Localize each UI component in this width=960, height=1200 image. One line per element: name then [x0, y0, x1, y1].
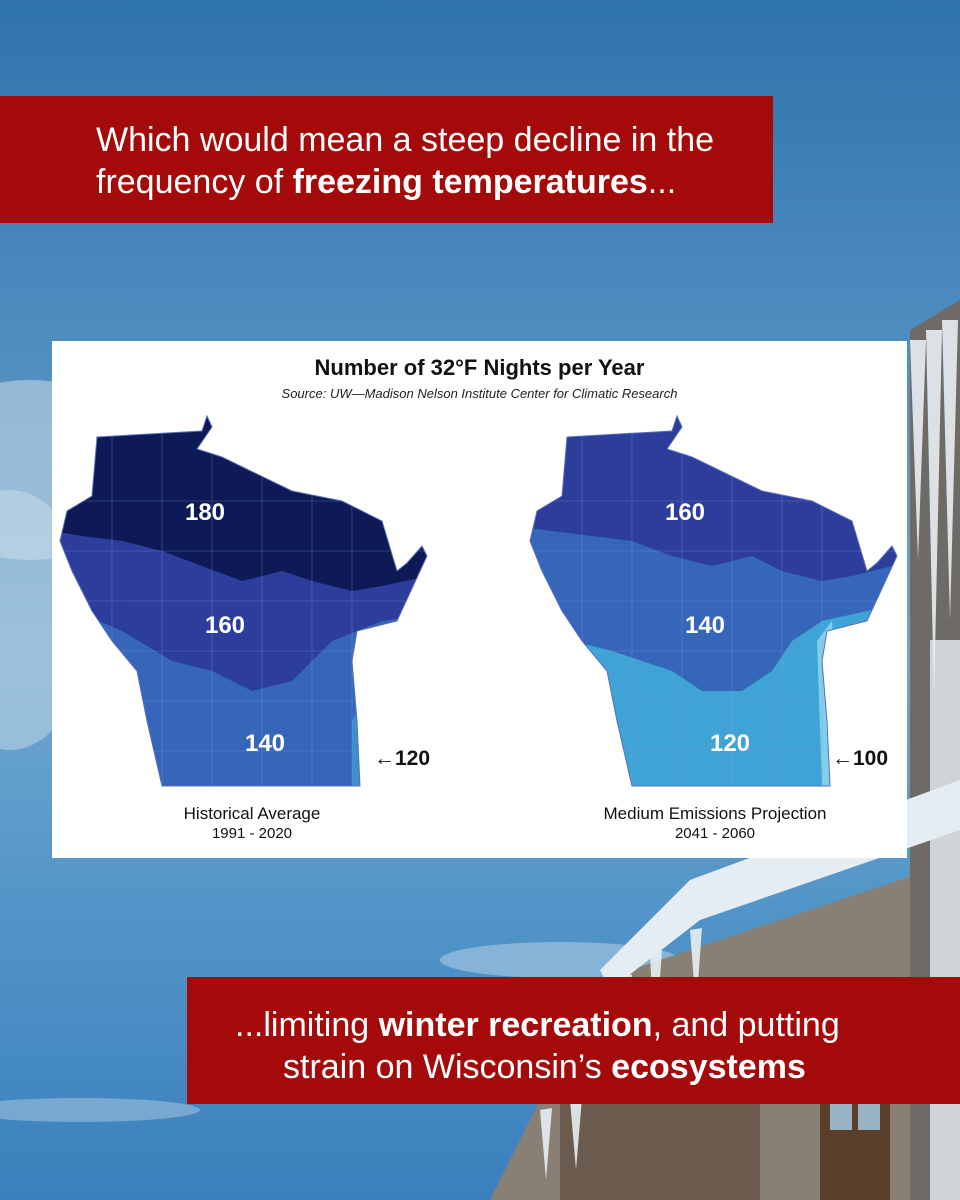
bottom-banner-text: ...limiting — [235, 1006, 379, 1044]
bottom-banner-bold: ecosystems — [611, 1048, 806, 1086]
zone-label-180-historical: 180 — [185, 499, 225, 526]
chart-source: Source: UW—Madison Nelson Institute Cent… — [281, 386, 678, 401]
zone-label-160-projection: 160 — [665, 499, 705, 526]
top-banner-ellipsis: ... — [647, 163, 677, 201]
top-banner-line2: frequency of freezing temperatures... — [96, 161, 773, 203]
arrow-label-historical: ←120 — [374, 747, 430, 770]
zone-label-140-projection: 140 — [685, 612, 725, 639]
caption-projection-title: Medium Emissions Projection — [603, 804, 827, 823]
bottom-banner-text: strain on Wisconsin’s — [283, 1048, 612, 1086]
map-card: 180 160 140 160 140 120 ←120 ←100 Number… — [52, 341, 907, 858]
chart-title: Number of 32°F Nights per Year — [314, 355, 645, 380]
zone-label-160-historical: 160 — [205, 612, 245, 639]
county-grid — [60, 416, 427, 786]
caption-projection: Medium Emissions Projection 2041 - 2060 — [562, 804, 868, 844]
cloud — [0, 1098, 200, 1122]
bottom-banner-line2: strain on Wisconsin’s ecosystems — [235, 1046, 960, 1088]
caption-historical-title: Historical Average — [183, 804, 321, 823]
bottom-banner-line1: ...limiting winter recreation, and putti… — [235, 1004, 960, 1046]
zone-label-140-historical: 140 — [245, 730, 285, 757]
top-banner-line1: Which would mean a steep decline in the — [96, 121, 715, 159]
top-banner-bold: freezing temperatures — [292, 163, 648, 201]
bottom-banner-text: , and putting — [652, 1006, 840, 1044]
caption-historical: Historical Average 1991 - 2020 — [152, 804, 352, 844]
maps-graphic: 180 160 140 160 140 120 ←120 ←100 — [59, 415, 898, 787]
zone-label-120-projection: 120 — [710, 730, 750, 757]
caption-historical-years: 1991 - 2020 — [211, 825, 293, 842]
arrow-label-projection: ←100 — [832, 747, 888, 770]
top-banner: Which would mean a steep decline in the … — [0, 96, 773, 223]
top-banner-text: frequency of — [96, 163, 293, 201]
bottom-banner: ...limiting winter recreation, and putti… — [187, 977, 960, 1104]
bottom-banner-bold: winter recreation — [378, 1006, 653, 1044]
caption-projection-years: 2041 - 2060 — [674, 825, 756, 842]
